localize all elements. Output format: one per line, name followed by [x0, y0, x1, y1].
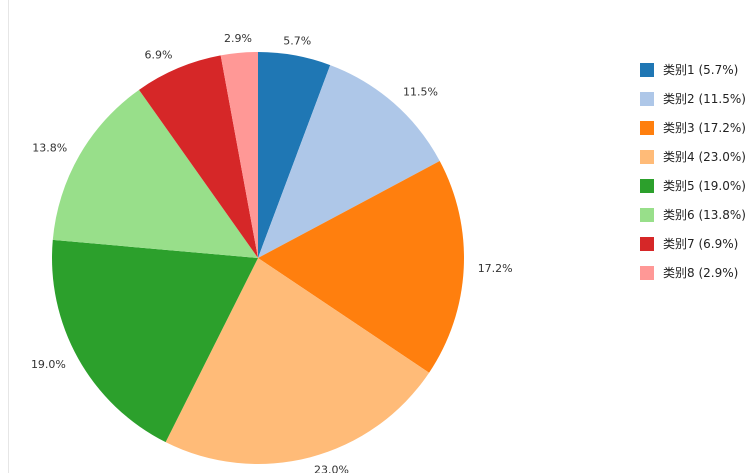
- pie-slice-label-4: 23.0%: [314, 464, 349, 473]
- legend-item-2: 类别2 (11.5%): [640, 91, 746, 106]
- legend-item-1: 类别1 (5.7%): [640, 62, 746, 77]
- pie-slice-label-6: 13.8%: [32, 141, 67, 154]
- legend-label-3: 类别3 (17.2%): [663, 121, 746, 135]
- pie-slice-8: [220, 52, 258, 258]
- pie-slice-label-7: 6.9%: [145, 48, 173, 61]
- legend-swatch-2: [640, 91, 654, 106]
- legend-swatch-6: [640, 207, 654, 222]
- legend-item-4: 类别4 (23.0%): [640, 149, 746, 164]
- pie-slices: [52, 52, 465, 465]
- legend-label-4: 类别4 (23.0%): [663, 150, 746, 164]
- legend-item-3: 类别3 (17.2%): [640, 120, 746, 135]
- legend-swatch-7: [640, 236, 654, 251]
- pie-slice-5: [52, 239, 258, 443]
- pie-slice-3: [258, 161, 465, 373]
- pie-slice-7: [139, 55, 258, 258]
- legend-item-5: 类别5 (19.0%): [640, 178, 746, 193]
- pie-slice-label-8: 2.9%: [224, 32, 252, 45]
- pie-slice-label-3: 17.2%: [478, 262, 513, 275]
- legend-label-6: 类别6 (13.8%): [663, 208, 746, 222]
- pie-slice-label-2: 11.5%: [403, 86, 438, 99]
- legend-label-1: 类别1 (5.7%): [663, 63, 739, 77]
- legend-label-5: 类别5 (19.0%): [663, 179, 746, 193]
- pie-slice-2: [258, 65, 440, 258]
- legend-item-6: 类别6 (13.8%): [640, 207, 746, 222]
- pie-slice-6: [52, 89, 258, 258]
- legend-swatch-3: [640, 120, 654, 135]
- legend-swatch-5: [640, 178, 654, 193]
- legend-swatch-8: [640, 265, 654, 280]
- legend-label-7: 类别7 (6.9%): [663, 237, 739, 251]
- legend-item-8: 类别8 (2.9%): [640, 265, 746, 280]
- legend-label-2: 类别2 (11.5%): [663, 92, 746, 106]
- legend-swatch-1: [640, 62, 654, 77]
- legend-swatch-4: [640, 149, 654, 164]
- pie-slice-label-1: 5.7%: [283, 35, 311, 48]
- legend-label-8: 类别8 (2.9%): [663, 266, 739, 280]
- chart-frame: [8, 0, 756, 473]
- legend-item-7: 类别7 (6.9%): [640, 236, 746, 251]
- pie-slice-4: [165, 258, 430, 465]
- pie-slice-labels: 5.7% 11.5% 17.2% 23.0% 19.0% 13.8% 6.9% 2.9%: [31, 32, 513, 473]
- pie-slice-1: [258, 52, 331, 258]
- chart-legend: 类别1 (5.7%) 类别2 (11.5%) 类别3 (17.2%) 类别4 (23.…: [640, 62, 746, 294]
- pie-slice-label-5: 19.0%: [31, 358, 66, 371]
